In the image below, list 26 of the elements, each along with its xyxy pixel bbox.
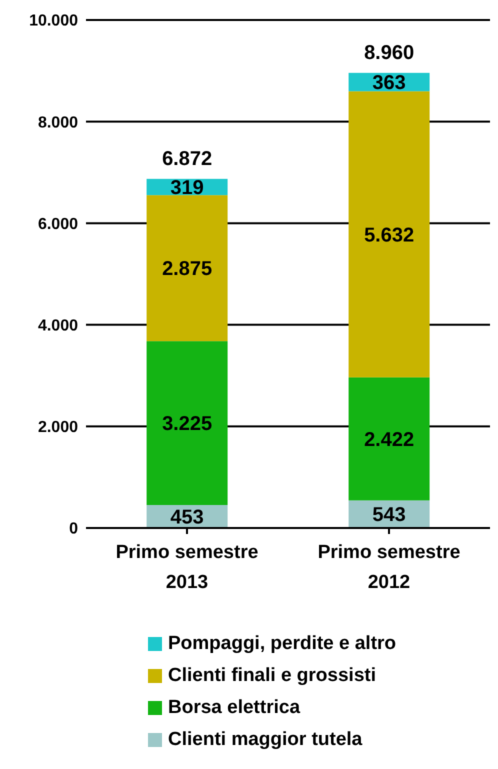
- legend-label: Clienti maggior tutela: [168, 729, 362, 751]
- y-tick-label: 10.000: [29, 12, 78, 30]
- y-tick-label: 2.000: [38, 419, 78, 436]
- data-label: 319: [170, 177, 204, 200]
- data-label: 3.225: [162, 413, 212, 436]
- y-tick-label: 6.000: [38, 216, 78, 233]
- bar: [146, 195, 228, 342]
- data-label: 2.422: [364, 428, 414, 451]
- legend-label: Clienti finali e grossisti: [168, 665, 376, 687]
- bar: [348, 91, 430, 378]
- legend-label: Pompaggi, perdite e altro: [168, 633, 396, 655]
- data-label: 543: [372, 504, 406, 526]
- y-tick-label: 0: [69, 520, 78, 538]
- data-label: 2.875: [162, 258, 212, 280]
- data-label: 453: [170, 506, 204, 528]
- legend-label: Borsa elettrica: [168, 697, 300, 719]
- total-label: 8.960: [364, 42, 414, 64]
- x-tick-label: Primo semestre 2012: [318, 542, 460, 593]
- y-tick-label: 4.000: [38, 317, 78, 334]
- y-tick-label: 8.000: [38, 114, 78, 132]
- bar: [348, 377, 430, 500]
- data-label: 5.632: [364, 224, 414, 246]
- bar: [146, 341, 228, 505]
- x-tick-label: Primo semestre 2013: [116, 542, 258, 593]
- total-label: 6.872: [162, 148, 212, 170]
- data-label: 363: [372, 72, 406, 94]
